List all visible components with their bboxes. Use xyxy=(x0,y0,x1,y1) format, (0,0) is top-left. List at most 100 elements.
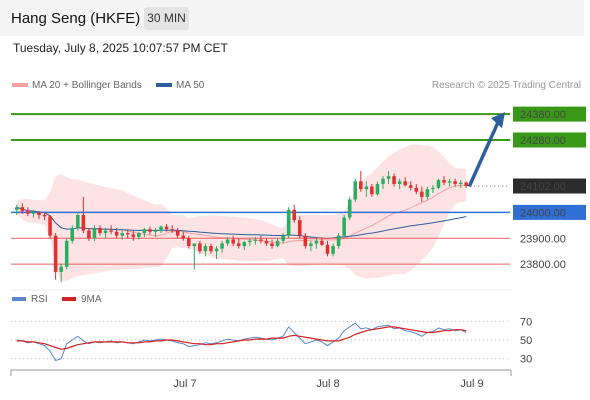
candle-body xyxy=(370,186,374,195)
price-level-tag xyxy=(513,132,586,148)
candle-body xyxy=(64,240,69,267)
candle-body xyxy=(114,231,119,236)
candle-body xyxy=(259,239,263,241)
candle-body xyxy=(431,187,435,190)
candle-body xyxy=(336,235,341,247)
forecast-arrow-shaft xyxy=(467,119,501,188)
candle-body xyxy=(408,185,413,188)
candle-body xyxy=(342,217,346,236)
candle-body xyxy=(275,240,280,247)
candle-body xyxy=(458,182,463,184)
price-level-tag xyxy=(513,106,586,122)
candle-body xyxy=(436,180,441,188)
rsi-line xyxy=(16,322,467,362)
candle-body xyxy=(59,266,63,272)
timeframe-badge[interactable]: 30 MIN xyxy=(144,7,189,30)
candle-body xyxy=(292,209,296,221)
candle-body xyxy=(236,243,241,247)
rsi-swatch xyxy=(12,297,26,302)
candle-body xyxy=(87,230,91,239)
candle-body xyxy=(153,230,158,232)
candle-body xyxy=(137,233,141,237)
research-credit: Research © 2025 Trading Central xyxy=(431,80,581,91)
candle-body xyxy=(209,246,213,252)
price-level-label: 24000.00 xyxy=(520,207,566,219)
price-level-label: 24280.00 xyxy=(520,135,566,147)
candle-body xyxy=(48,216,52,236)
candle-body xyxy=(353,181,358,200)
candle-body xyxy=(297,220,302,236)
candle-body xyxy=(464,182,469,187)
candle-body xyxy=(397,181,402,184)
candle-body xyxy=(225,239,230,244)
candle-body xyxy=(403,181,407,186)
candle-body xyxy=(181,235,186,239)
rsi-ma-line xyxy=(16,326,467,350)
price-level-label: 24380.00 xyxy=(520,109,566,121)
candle-body xyxy=(14,207,19,210)
candle-body xyxy=(414,187,419,192)
candle-body xyxy=(92,227,97,239)
legend-bollinger: MA 20 + Bollinger Bands xyxy=(12,80,142,91)
candle-body xyxy=(264,240,269,244)
candle-body xyxy=(248,240,252,243)
rsi-tick-label: 50 xyxy=(520,335,532,347)
candle-body xyxy=(347,199,352,218)
candle-body xyxy=(303,235,308,247)
candle-body xyxy=(420,191,424,197)
candle-body xyxy=(314,240,319,244)
price-level-label: 24102.00 xyxy=(520,181,566,193)
candle-body xyxy=(31,212,36,214)
legend-rsi-label: RSI xyxy=(31,294,48,305)
bollinger-band xyxy=(16,144,467,282)
candle-body xyxy=(70,227,75,241)
candle-body xyxy=(453,181,457,184)
rsi-tick-label: 30 xyxy=(520,354,532,366)
price-level-tag xyxy=(513,204,586,220)
candle-body xyxy=(359,181,363,190)
ma9-swatch xyxy=(62,297,76,302)
legend-rsi: RSI xyxy=(12,294,48,305)
candle-body xyxy=(281,235,285,241)
candle-body xyxy=(20,207,25,212)
candle-body xyxy=(53,235,58,272)
ma50-swatch xyxy=(156,83,172,88)
candle-body xyxy=(37,212,41,215)
candle-body xyxy=(425,189,430,197)
candle-body xyxy=(392,176,396,184)
legend-9ma: 9MA xyxy=(62,294,102,305)
candle-body xyxy=(447,181,452,183)
x-tick-label: Jul 8 xyxy=(316,378,339,390)
ma50-line xyxy=(16,206,467,239)
candle-body xyxy=(203,246,208,252)
candle-body xyxy=(270,243,274,247)
legend-bollinger-label: MA 20 + Bollinger Bands xyxy=(32,80,142,91)
candle-body xyxy=(286,209,291,236)
chart-datetime: Tuesday, July 8, 2025 10:07:57 PM CET xyxy=(13,41,228,55)
candle-body xyxy=(142,229,147,234)
candle-body xyxy=(253,239,258,241)
candle-body xyxy=(192,243,197,247)
price-level-label: 23800.00 xyxy=(520,259,566,271)
candle-body xyxy=(198,243,202,252)
x-tick-label: Jul 9 xyxy=(460,378,483,390)
legend-ma50: MA 50 xyxy=(156,80,204,91)
legend-ma50-label: MA 50 xyxy=(176,80,205,91)
instrument-title: Hang Seng (HKFE) xyxy=(11,10,141,27)
candle-body xyxy=(309,243,313,247)
legend-9ma-label: 9MA xyxy=(81,294,102,305)
candle-body xyxy=(220,243,224,249)
candle-body xyxy=(125,233,130,235)
bollinger-swatch xyxy=(12,83,28,88)
candle-body xyxy=(120,233,124,236)
candle-body xyxy=(103,230,108,234)
candle-body xyxy=(187,238,191,247)
rsi-tick-label: 70 xyxy=(520,316,532,328)
candle-body xyxy=(148,229,152,232)
candle-body xyxy=(242,242,247,247)
candle-body xyxy=(364,186,369,190)
candle-body xyxy=(231,239,235,244)
candle-body xyxy=(109,230,113,232)
candle-body xyxy=(331,246,335,254)
